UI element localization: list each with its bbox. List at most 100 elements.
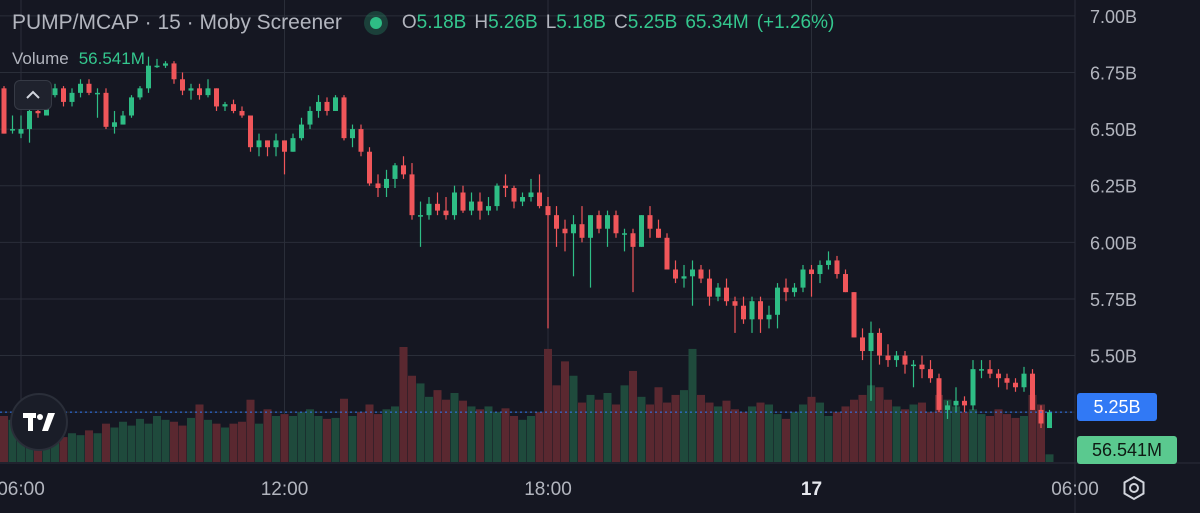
volume-bar (467, 406, 476, 462)
high-value: 5.26B (488, 12, 538, 33)
volume-bar (178, 425, 187, 462)
volume-bar (450, 393, 459, 462)
volume-bar (731, 409, 739, 462)
volume-bar (1028, 394, 1037, 462)
low-value: 5.18B (556, 12, 606, 33)
tradingview-logo-icon (23, 413, 55, 431)
volume-bar (654, 387, 663, 462)
volume-bar (697, 394, 705, 462)
volume-bar (136, 418, 144, 462)
candle-body (392, 165, 398, 179)
candle-body (282, 140, 287, 152)
candle-body (222, 104, 228, 107)
candle-body (477, 201, 483, 211)
candle-body (375, 183, 381, 188)
candle-body (384, 178, 389, 188)
volume-bar (875, 387, 884, 462)
candle-body (732, 301, 738, 306)
volume-bar (518, 419, 527, 462)
candle-body (741, 305, 746, 320)
volume-bar (280, 414, 289, 462)
volume-bar (688, 348, 697, 462)
price-tick-label: 6.25B (1090, 177, 1137, 197)
candle-body (273, 140, 279, 148)
candle-body (426, 203, 432, 216)
volume-bar (773, 414, 782, 462)
candle-body (851, 292, 857, 338)
candle-body (1038, 409, 1044, 424)
tradingview-logo[interactable] (10, 393, 68, 451)
volume-bar (204, 419, 212, 462)
volume-bar (1003, 414, 1011, 462)
price-axis[interactable]: 7.00B 6.75B 6.50B 6.25B 6.00B 5.75B 5.50B (1090, 7, 1137, 367)
candle-body (418, 215, 423, 217)
price-tick-label: 6.50B (1090, 120, 1137, 140)
volume-bar (986, 416, 994, 462)
volume-bar (671, 394, 680, 462)
candle-body (664, 237, 670, 270)
candle-body (146, 65, 151, 89)
candle-body (749, 301, 755, 320)
volume-bar (221, 427, 229, 462)
candle-body (894, 355, 899, 361)
settings-icon[interactable] (1120, 474, 1148, 502)
volume-bar (348, 416, 357, 462)
volume-bar (765, 404, 773, 462)
candle-body (834, 260, 840, 275)
candle-body (775, 287, 780, 315)
candle-body (639, 215, 644, 247)
volume-bar (433, 390, 442, 462)
candle-body (350, 129, 355, 139)
volume-bar (884, 399, 892, 462)
candle-body (613, 215, 619, 234)
candle-body (902, 355, 908, 365)
candle-body (401, 165, 406, 175)
candle-body (248, 115, 253, 148)
time-axis[interactable]: 06:00 12:00 18:00 17 06:00 (0, 479, 1099, 500)
volume-bar (110, 427, 119, 462)
candle-body (86, 83, 92, 93)
candle-body (27, 110, 32, 130)
volume-bar (782, 418, 790, 462)
candle-body (333, 97, 338, 111)
volume-bar (195, 404, 204, 462)
candle-body (494, 185, 500, 207)
candle-body (452, 192, 457, 216)
candle-body (78, 83, 83, 93)
candle-body (486, 206, 491, 211)
candle-body (860, 337, 865, 352)
candle-body (324, 101, 330, 111)
volume-bar (807, 396, 816, 462)
open-value: 5.18B (416, 12, 467, 33)
volume-bar (680, 390, 688, 462)
volume-bar (212, 423, 221, 462)
close-label: C (613, 12, 628, 33)
volume-bar (790, 412, 799, 462)
candle-body (605, 215, 610, 229)
price-tick-label: 6.75B (1090, 63, 1137, 83)
volume-bar (603, 393, 612, 462)
volume-bar (901, 409, 909, 462)
ohlc-values: O5.18B H5.26B L5.18B C5.25B 65.34M (+1.2… (402, 12, 834, 34)
candle-body (690, 269, 695, 277)
candle-body (443, 210, 449, 216)
volume-bar (586, 394, 595, 462)
collapse-legend-button[interactable] (14, 80, 52, 110)
time-tick-label: 06:00 (0, 479, 45, 500)
candle-body (316, 101, 321, 111)
candle-body (630, 233, 636, 247)
volume-bar (119, 421, 127, 462)
symbol-title[interactable]: PUMP/MCAP · 15 · Moby Screener (12, 11, 342, 34)
volume-bar (59, 437, 68, 462)
candle-body (10, 129, 15, 131)
candle-body (205, 88, 211, 96)
volume-bar (255, 423, 263, 462)
candle-body (18, 129, 24, 134)
volume-bar (960, 412, 969, 462)
volume-bar (476, 409, 484, 462)
candle-body (409, 174, 415, 216)
candle-body (129, 97, 134, 116)
candle-body (545, 206, 551, 216)
price-tick-label: 5.75B (1090, 290, 1137, 310)
